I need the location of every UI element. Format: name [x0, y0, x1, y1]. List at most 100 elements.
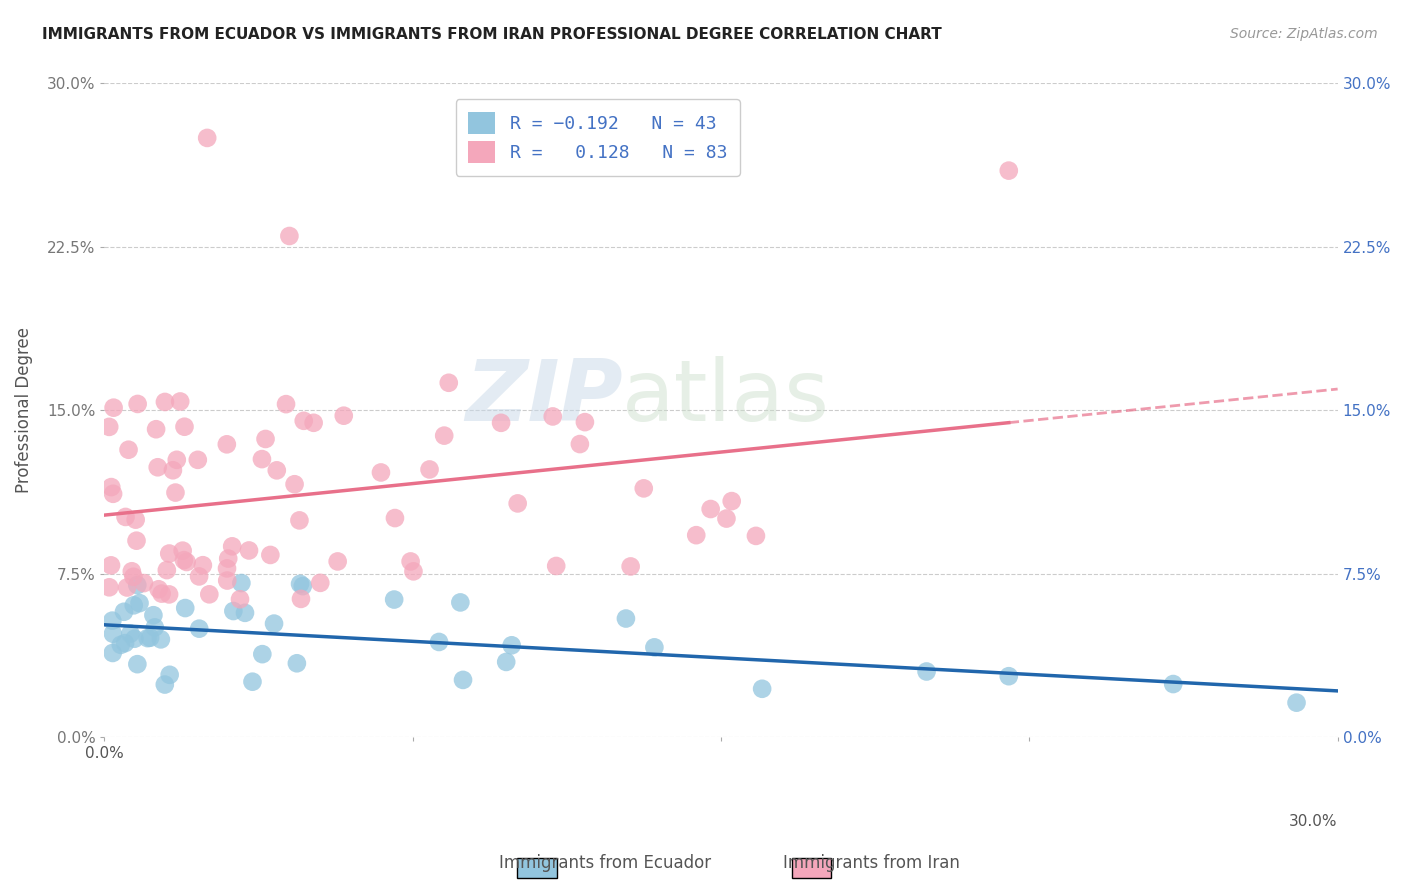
Point [291, 579, 314, 593]
Point [120, 626, 142, 640]
Point [288, 577, 311, 591]
Point [122, 570, 145, 584]
Point [284, 477, 307, 491]
Point [188, 569, 211, 583]
Point [117, 442, 139, 457]
Point [419, 462, 441, 476]
Point [259, 548, 281, 562]
Text: IMMIGRANTS FROM ECUADOR VS IMMIGRANTS FROM IRAN PROFESSIONAL DEGREE CORRELATION : IMMIGRANTS FROM ECUADOR VS IMMIGRANTS FR… [42, 27, 942, 42]
Point [384, 511, 406, 525]
Point [997, 669, 1019, 683]
Point [149, 632, 172, 647]
Point [156, 563, 179, 577]
Point [142, 608, 165, 623]
Point [112, 605, 135, 619]
Point [326, 554, 349, 568]
Point [121, 564, 143, 578]
Point [127, 578, 149, 592]
Point [101, 614, 124, 628]
Point [252, 647, 274, 661]
Point [451, 673, 474, 687]
Point [100, 480, 122, 494]
Point [114, 510, 136, 524]
Point [127, 657, 149, 672]
Point [124, 513, 146, 527]
Point [242, 674, 264, 689]
Point [98, 580, 121, 594]
Point [229, 592, 252, 607]
Point [501, 638, 523, 652]
Point [187, 453, 209, 467]
Point [136, 631, 159, 645]
Point [643, 640, 665, 655]
Point [250, 452, 273, 467]
Point [114, 636, 136, 650]
Point [115, 581, 138, 595]
Legend: R = −0.192   N = 43, R =   0.128   N = 83: R = −0.192 N = 43, R = 0.128 N = 83 [456, 99, 740, 176]
Point [146, 460, 169, 475]
Point [150, 586, 173, 600]
Point [751, 681, 773, 696]
Y-axis label: Professional Degree: Professional Degree [15, 327, 32, 493]
Point [309, 575, 332, 590]
Point [125, 533, 148, 548]
Point [745, 529, 768, 543]
Point [716, 511, 738, 525]
Point [157, 587, 180, 601]
Point [143, 620, 166, 634]
Point [166, 452, 188, 467]
Point [191, 558, 214, 573]
Point [127, 397, 149, 411]
Point [546, 559, 568, 574]
Point [139, 631, 162, 645]
Point [222, 604, 245, 618]
Point [633, 481, 655, 495]
Point [288, 513, 311, 527]
Point [101, 487, 124, 501]
Point [188, 622, 211, 636]
Point [153, 677, 176, 691]
Point [122, 599, 145, 613]
Point [506, 496, 529, 510]
Point [173, 553, 195, 567]
Point [614, 611, 637, 625]
Point [217, 574, 239, 588]
Point [198, 587, 221, 601]
Point [1285, 696, 1308, 710]
Point [173, 419, 195, 434]
Point [238, 543, 260, 558]
Point [489, 416, 512, 430]
Point [449, 595, 471, 609]
Point [278, 229, 301, 244]
Point [231, 576, 253, 591]
Point [98, 420, 121, 434]
Point [495, 655, 517, 669]
Point [165, 485, 187, 500]
Point [263, 616, 285, 631]
Point [124, 632, 146, 646]
Text: ZIP: ZIP [465, 356, 623, 439]
Point [302, 416, 325, 430]
Point [145, 422, 167, 436]
Point [274, 397, 297, 411]
Text: Source: ZipAtlas.com: Source: ZipAtlas.com [1230, 27, 1378, 41]
Point [132, 576, 155, 591]
Point [148, 582, 170, 597]
Text: Immigrants from Ecuador: Immigrants from Ecuador [499, 855, 710, 872]
Point [128, 596, 150, 610]
Text: 30.0%: 30.0% [1289, 814, 1337, 829]
Point [215, 561, 238, 575]
Point [427, 635, 450, 649]
Point [254, 432, 277, 446]
Point [332, 409, 354, 423]
Point [1161, 677, 1184, 691]
Text: atlas: atlas [623, 356, 831, 439]
Point [195, 131, 218, 145]
Point [176, 555, 198, 569]
Point [292, 414, 315, 428]
Point [266, 463, 288, 477]
Point [221, 539, 243, 553]
Point [162, 463, 184, 477]
Point [215, 437, 238, 451]
Point [720, 494, 742, 508]
